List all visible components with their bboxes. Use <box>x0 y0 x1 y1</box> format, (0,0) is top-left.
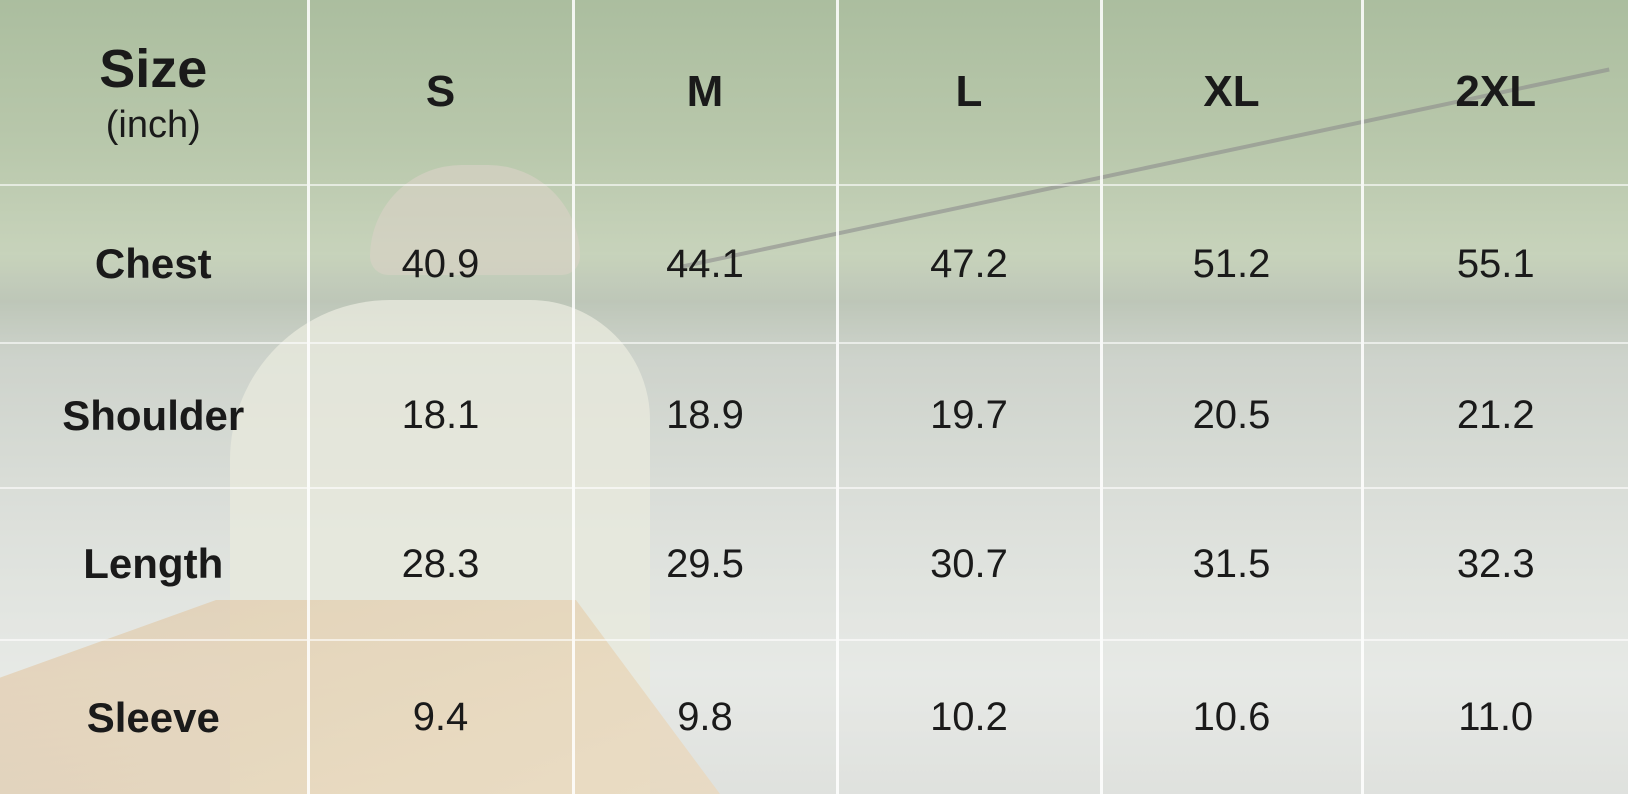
cell-value: 31.5 <box>1099 487 1362 640</box>
row-label: Shoulder <box>0 342 308 488</box>
cell-value: 44.1 <box>571 184 837 343</box>
row-label: Sleeve <box>0 639 308 794</box>
size-xl-header: XL <box>1099 0 1362 185</box>
table-row-sleeve: Sleeve 9.4 9.8 10.2 10.6 11.0 <box>0 639 1628 794</box>
row-label: Chest <box>0 184 308 343</box>
cell-value: 18.9 <box>571 342 837 488</box>
cell-value: 51.2 <box>1099 184 1362 343</box>
cell-value: 10.6 <box>1099 639 1362 794</box>
cell-value: 10.2 <box>835 639 1101 794</box>
cell-value: 30.7 <box>835 487 1101 640</box>
row-label: Length <box>0 487 308 640</box>
cell-value: 9.8 <box>571 639 837 794</box>
unit-label: (inch) <box>105 103 201 146</box>
cell-value: 28.3 <box>306 487 573 640</box>
size-2xl-header: 2XL <box>1360 0 1628 185</box>
cell-value: 32.3 <box>1360 487 1628 640</box>
table-row-chest: Chest 40.9 44.1 47.2 51.2 55.1 <box>0 184 1628 343</box>
cell-value: 18.1 <box>306 342 573 488</box>
size-m-header: M <box>571 0 837 185</box>
size-l-header: L <box>835 0 1101 185</box>
cell-value: 11.0 <box>1360 639 1628 794</box>
cell-value: 21.2 <box>1360 342 1628 488</box>
header-row: Size (inch) S M L XL 2XL <box>0 0 1628 185</box>
table-row-shoulder: Shoulder 18.1 18.9 19.7 20.5 21.2 <box>0 342 1628 488</box>
cell-value: 9.4 <box>306 639 573 794</box>
cell-value: 29.5 <box>571 487 837 640</box>
size-title: Size <box>99 38 208 99</box>
table-row-length: Length 28.3 29.5 30.7 31.5 32.3 <box>0 487 1628 640</box>
cell-value: 40.9 <box>306 184 573 343</box>
size-header-cell: Size (inch) <box>0 0 308 185</box>
cell-value: 19.7 <box>835 342 1101 488</box>
size-s-header: S <box>306 0 573 185</box>
cell-value: 55.1 <box>1360 184 1628 343</box>
cell-value: 20.5 <box>1099 342 1362 488</box>
cell-value: 47.2 <box>835 184 1101 343</box>
